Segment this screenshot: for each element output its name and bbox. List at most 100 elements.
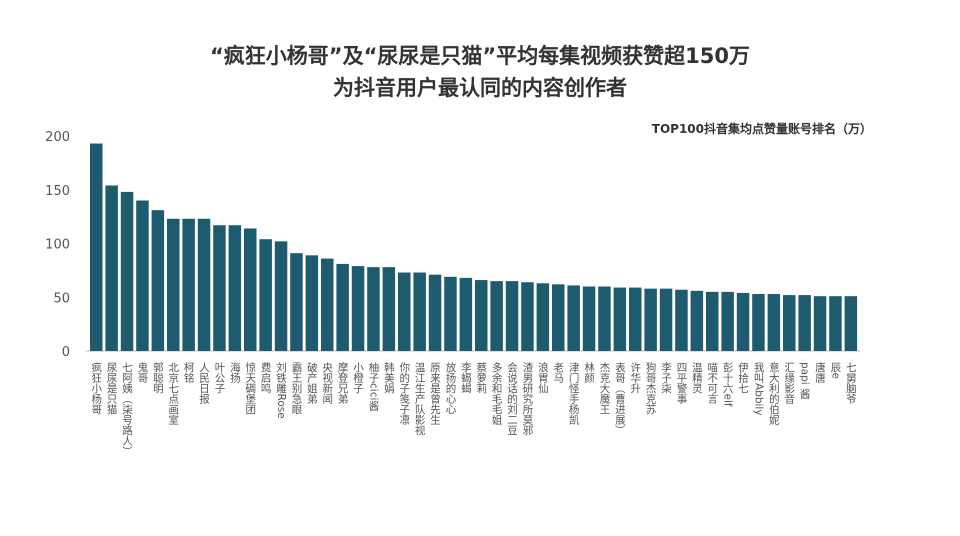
bar [552,284,565,351]
y-tick-label: 200 [45,130,70,145]
x-tick-label: 人民日报 [198,362,210,405]
x-tick-label: 惊天碉堡团 [244,361,256,415]
x-tick-label: 杰克大魔王 [598,362,610,415]
x-tick-label: 伊拾七 [737,362,749,394]
bar [182,218,195,351]
x-tick-label: 老马 [552,361,564,384]
bar [582,286,596,351]
bar [321,258,334,351]
bar [490,281,503,351]
bar [844,296,858,351]
x-tick-label: 摩登兄弟 [337,361,349,405]
bar [105,185,118,351]
x-tick-label: 我叫Abbily [752,362,764,416]
x-tick-label: 央视新闻 [321,361,333,405]
bar [444,276,457,351]
x-tick-label: 狗哥杰克苏 [645,361,657,415]
x-tick-label: 会说话的刘二豆 [506,361,518,435]
x-tick-label: 刘铁雕Rose [275,362,287,419]
x-tick-label: 温精灵 [691,362,703,394]
x-tick-label: 彭十六elf [722,361,734,407]
bar [167,218,180,351]
x-tick-label: 叶公子 [213,362,225,394]
bar [259,239,272,351]
bar [120,191,134,351]
bar [459,277,473,351]
bar [336,263,349,351]
bar [475,280,488,351]
x-tick-label: 霸王别急眼 [290,362,302,415]
bar [783,295,796,351]
x-tick-label: 浪胃仙 [537,361,549,393]
bar [736,292,750,351]
series-label: TOP100抖音集均点赞量账号排名（万） [651,122,872,136]
x-tick-label: 七阿姨（柒号路人） [121,362,133,457]
bar [398,272,411,351]
bar [244,228,257,351]
x-tick-label: 四平警事 [675,362,687,404]
bar [813,296,827,351]
bar [767,294,781,351]
bar [382,267,396,351]
x-tick-label: papi 酱 [799,362,811,399]
bar [690,290,704,351]
bar [290,253,303,351]
x-tick-label: 放扬的心心 [444,361,456,414]
bar [136,200,149,351]
x-tick-label: 蔡萝莉 [475,361,487,393]
bar [536,283,550,351]
x-tick-label: 破产姐弟 [306,361,318,405]
x-tick-label: 柚子cici酱 [367,361,379,411]
bar [305,255,319,351]
bar [721,291,734,351]
x-tick-label: 疯狂小杨哥 [90,361,102,414]
y-tick-label: 50 [53,291,70,306]
bar [228,225,242,351]
x-tick-label: 七舅脑爷 [845,362,857,405]
x-tick-label: 许华升 [629,361,641,394]
bar [675,289,688,351]
x-tick-label: 北京七点画室 [167,362,179,425]
bar [90,143,103,351]
y-tick-label: 100 [45,238,70,253]
bar [151,210,165,351]
bar [428,274,442,351]
bar [752,294,765,351]
chart-title: “疯狂小杨哥”及“尿尿是只猫”平均每集视频获赞超150万 [209,44,751,68]
bar [505,281,519,351]
bar [567,285,580,351]
bar [274,241,288,351]
x-tick-label: 鬼哥 [136,361,148,383]
x-tick-label: 郭聪明 [152,361,164,394]
x-tick-label: 辰e [829,362,841,379]
x-tick-label: 李蝎蝎 [460,361,472,394]
bar [629,287,642,351]
y-tick-label: 0 [62,345,70,360]
x-tick-label: 汇缘影音 [783,361,795,405]
bar [351,266,365,351]
x-tick-label: 林颜 [583,361,595,384]
x-tick-label: 尿尿是只猫 [106,362,118,415]
bar [598,286,611,351]
chart-subtitle: 为抖音用户最认同的内容创作者 [333,76,627,100]
bar [367,267,380,351]
bar [213,225,226,351]
bar [613,287,627,351]
bar [197,218,211,351]
x-tick-label: 多余和毛毛姐 [491,361,503,426]
bar [798,295,811,351]
bar [829,296,842,351]
x-tick-label: 海扬 [229,361,241,384]
x-tick-label: 表哥（曹进展） [614,361,626,435]
bar [659,288,673,351]
x-tick-label: 温江生产队影视 [414,362,426,436]
x-tick-label: 渣男研究所莫邪 [521,361,533,436]
bar [644,288,657,351]
x-tick-label: 原来是曾先生 [429,362,441,425]
x-tick-label: 小橙子 [352,362,364,394]
bar [413,272,426,351]
bar [521,282,534,351]
x-tick-label: 唐唐 [814,361,826,384]
x-tick-label: 李子柒 [660,361,672,394]
